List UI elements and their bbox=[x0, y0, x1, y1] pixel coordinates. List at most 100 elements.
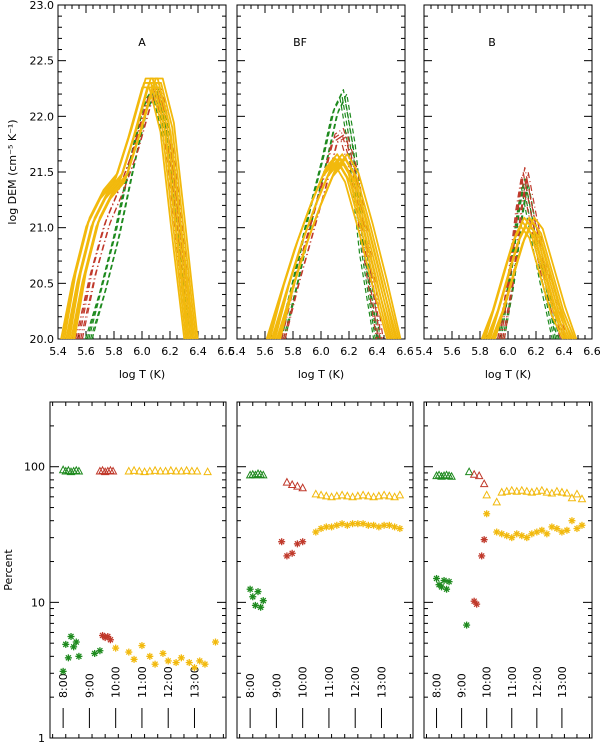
star-stroke bbox=[131, 656, 138, 663]
star-marker-gold bbox=[563, 526, 571, 534]
star-marker-green bbox=[259, 597, 267, 605]
triangle-marker-red bbox=[100, 467, 110, 476]
x-tick-label: 5.4 bbox=[49, 345, 67, 358]
triangle-marker-green bbox=[437, 471, 446, 480]
star-stroke bbox=[446, 578, 453, 585]
y-tick-label: 22.5 bbox=[30, 55, 55, 68]
star-marker-gold bbox=[151, 660, 159, 668]
star-marker-gold bbox=[375, 523, 383, 531]
time-label: 10:00 bbox=[110, 666, 123, 698]
star-stroke bbox=[563, 527, 570, 534]
panel-b-title: B bbox=[488, 36, 496, 49]
star-stroke bbox=[75, 653, 82, 660]
star-marker-green bbox=[249, 593, 257, 601]
triangle-marker-green bbox=[464, 467, 474, 476]
star-marker-gold bbox=[164, 657, 172, 665]
star-stroke bbox=[523, 534, 530, 541]
star-marker-red bbox=[278, 538, 286, 546]
star-marker-gold bbox=[558, 528, 566, 536]
triangle-marker-gold bbox=[134, 466, 144, 475]
panel-a-percent-markers bbox=[58, 465, 219, 675]
star-stroke bbox=[178, 654, 185, 661]
triangle-marker-gold bbox=[145, 466, 155, 475]
triangle-marker-gold bbox=[316, 490, 326, 499]
time-label: 9:00 bbox=[270, 673, 283, 698]
triangle-marker-gold bbox=[369, 492, 378, 501]
x-tick-label: 6.2 bbox=[340, 345, 358, 358]
star-marker-gold bbox=[177, 654, 185, 662]
x-tick-label: 6.0 bbox=[312, 345, 330, 358]
star-marker-gold bbox=[201, 660, 209, 668]
x-tick-label: 6.2 bbox=[161, 345, 179, 358]
star-stroke bbox=[104, 633, 111, 640]
time-label: 8:00 bbox=[57, 673, 70, 698]
triangle-marker-gold bbox=[537, 485, 547, 494]
dem-curve-green bbox=[277, 97, 375, 340]
panel-b-xlabel: log T (K) bbox=[485, 368, 531, 381]
panel-bf-title: BF bbox=[293, 36, 307, 49]
triangle-marker-gold bbox=[182, 465, 191, 474]
triangle-marker-green bbox=[258, 470, 268, 479]
star-stroke bbox=[289, 550, 296, 557]
triangle-marker-gold bbox=[348, 492, 357, 501]
x-tick-label: 6.0 bbox=[499, 345, 517, 358]
triangle-marker-gold bbox=[572, 489, 582, 498]
star-marker-gold bbox=[568, 517, 576, 525]
star-stroke bbox=[202, 661, 208, 668]
star-stroke bbox=[173, 659, 180, 666]
star-stroke bbox=[349, 520, 356, 527]
star-stroke bbox=[483, 510, 490, 517]
star-stroke bbox=[165, 657, 172, 664]
star-stroke bbox=[503, 532, 510, 539]
star-stroke bbox=[191, 664, 198, 671]
y-tick-label: 21.5 bbox=[30, 166, 55, 179]
panel-a-ticks: 5.4 5.6 5.8 6.0 6.2 6.4 6.6 20.0 20.5 21.0 21.5 22.… bbox=[30, 0, 235, 358]
star-stroke bbox=[247, 586, 254, 593]
star-marker-green bbox=[62, 640, 70, 648]
dem-curve-green bbox=[279, 93, 376, 340]
star-marker-gold bbox=[538, 526, 546, 534]
panel-b-percent-ticks: 8:00 9:00 10:00 11:00 12:00 13:00 bbox=[424, 401, 592, 739]
dem-ylabel: log DEM (cm⁻⁵ K⁻¹) bbox=[6, 119, 19, 224]
star-stroke bbox=[249, 593, 256, 600]
star-marker-red bbox=[106, 636, 114, 644]
star-marker-gold bbox=[196, 657, 204, 665]
star-stroke bbox=[255, 588, 261, 595]
panel-a-title: A bbox=[138, 36, 146, 49]
panel-b-dem: B log T (K) 5.4 5.6 5.8 6.0 6.2 6.4 6.6 bbox=[415, 4, 600, 381]
star-marker-gold bbox=[159, 649, 167, 657]
y-tick-label: 22.0 bbox=[30, 110, 55, 123]
star-stroke bbox=[553, 525, 560, 532]
triangle-marker-gold bbox=[321, 491, 331, 500]
star-marker-green bbox=[257, 603, 265, 611]
dem-curve-gold bbox=[279, 153, 402, 340]
triangle-marker-green bbox=[432, 471, 441, 480]
star-stroke bbox=[508, 534, 515, 541]
triangle-marker-gold bbox=[522, 486, 532, 495]
y-tick-label: 20.0 bbox=[30, 333, 55, 346]
star-marker-gold bbox=[578, 521, 586, 529]
star-stroke bbox=[62, 641, 69, 648]
time-label: 13:00 bbox=[556, 666, 569, 698]
star-marker-red bbox=[473, 600, 481, 608]
panel-bf-percent: 8:00 9:00 10:00 11:00 12:00 13:00 bbox=[236, 401, 414, 739]
star-marker-red bbox=[283, 552, 291, 560]
star-stroke bbox=[70, 643, 77, 650]
triangle-marker-gold bbox=[527, 487, 537, 496]
star-marker-gold bbox=[328, 523, 336, 531]
star-marker-green bbox=[254, 588, 262, 596]
triangle-marker-gold bbox=[507, 485, 517, 494]
star-stroke bbox=[333, 522, 340, 529]
triangle-marker-gold bbox=[482, 490, 492, 499]
triangle-marker-gold bbox=[512, 486, 522, 495]
x-tick-label: 6.2 bbox=[527, 345, 545, 358]
star-marker-green bbox=[72, 638, 80, 646]
star-stroke bbox=[386, 522, 393, 529]
star-stroke bbox=[278, 538, 285, 545]
y-tick-label: 10 bbox=[31, 596, 45, 609]
triangle-marker-green bbox=[74, 466, 84, 475]
triangle-marker-gold bbox=[364, 491, 373, 500]
time-label: 13:00 bbox=[188, 666, 201, 698]
star-marker-green bbox=[96, 647, 104, 655]
triangle-marker-gold bbox=[577, 494, 587, 503]
